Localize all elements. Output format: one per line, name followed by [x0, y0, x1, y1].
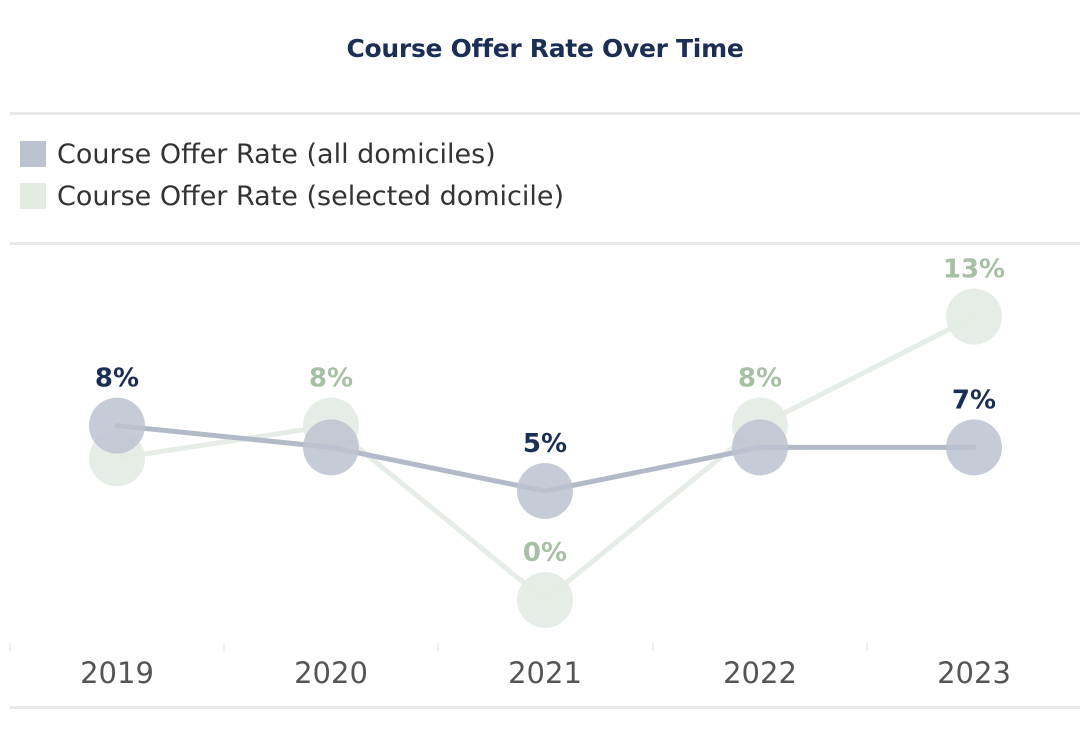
data-label-all-2023: 7% — [952, 385, 996, 415]
header-divider — [10, 112, 1080, 115]
x-tick-label-2023: 2023 — [937, 656, 1011, 690]
x-tick-label-2020: 2020 — [294, 656, 368, 690]
data-point-all-2021 — [517, 463, 573, 519]
data-label-selected-2022: 8% — [738, 364, 782, 394]
data-label-selected-2023: 13% — [943, 255, 1005, 285]
legend-item-selected-domicile[interactable]: Course Offer Rate (selected domicile) — [20, 175, 564, 217]
data-label-all-2019: 8% — [95, 364, 139, 394]
footer-divider — [10, 706, 1080, 709]
legend-item-all-domiciles[interactable]: Course Offer Rate (all domiciles) — [20, 133, 564, 175]
legend: Course Offer Rate (all domiciles) Course… — [20, 133, 564, 217]
x-tick-label-2022: 2022 — [723, 656, 797, 690]
data-label-selected-2021: 0% — [523, 538, 567, 568]
legend-label-all-domiciles: Course Offer Rate (all domiciles) — [57, 138, 496, 170]
legend-divider — [10, 242, 1080, 245]
legend-label-selected-domicile: Course Offer Rate (selected domicile) — [57, 180, 565, 212]
x-tick-label-2019: 2019 — [80, 656, 154, 690]
legend-swatch-selected-domicile — [20, 183, 46, 209]
data-point-all-2023 — [946, 419, 1002, 476]
x-tick-label-2021: 2021 — [508, 656, 582, 690]
data-point-selected-2021 — [517, 572, 573, 628]
data-point-selected-2023 — [946, 288, 1002, 345]
data-label-selected-2020: 8% — [309, 364, 353, 394]
chart-title: Course Offer Rate Over Time — [346, 34, 744, 63]
data-point-all-2019 — [89, 397, 145, 454]
data-point-all-2020 — [303, 419, 359, 476]
data-point-all-2022 — [732, 419, 788, 476]
data-label-all-2021: 5% — [523, 429, 567, 459]
legend-swatch-all-domiciles — [20, 141, 46, 167]
